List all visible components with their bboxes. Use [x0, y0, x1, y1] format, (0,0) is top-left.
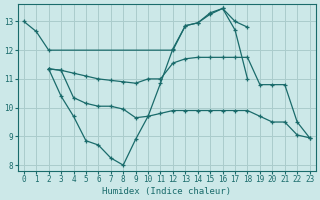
X-axis label: Humidex (Indice chaleur): Humidex (Indice chaleur) — [102, 187, 231, 196]
